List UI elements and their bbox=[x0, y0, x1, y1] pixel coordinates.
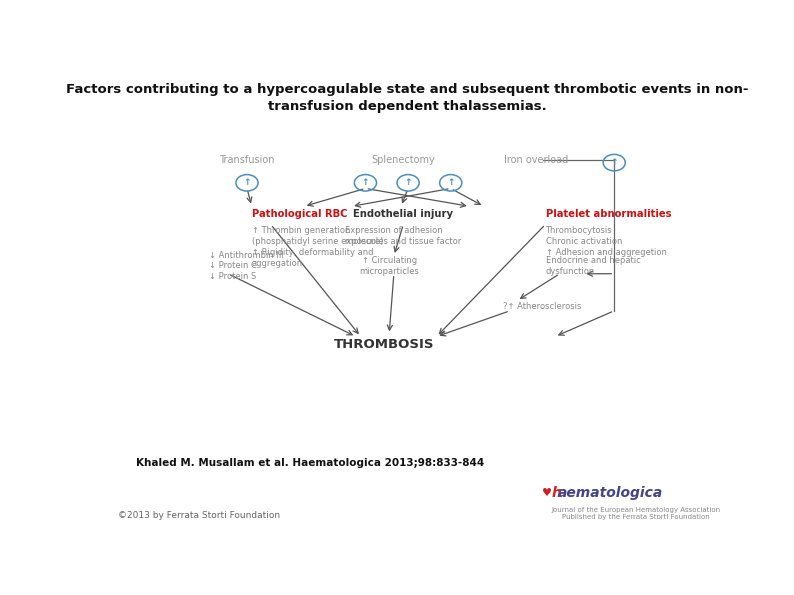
Text: ?↑ Atherosclerosis: ?↑ Atherosclerosis bbox=[503, 302, 581, 311]
Text: Factors contributing to a hypercoagulable state and subsequent thrombotic events: Factors contributing to a hypercoagulabl… bbox=[66, 83, 748, 113]
Text: THROMBOSIS: THROMBOSIS bbox=[334, 338, 434, 351]
Text: ♥: ♥ bbox=[542, 488, 553, 498]
Text: ↑: ↑ bbox=[611, 158, 618, 167]
Text: Iron overload: Iron overload bbox=[504, 155, 569, 165]
Text: Pathological RBC: Pathological RBC bbox=[252, 209, 347, 219]
Text: ↓ Antithrombin III
↓ Protein C
↓ Protein S: ↓ Antithrombin III ↓ Protein C ↓ Protein… bbox=[209, 251, 284, 281]
Text: Endothelial injury: Endothelial injury bbox=[353, 209, 453, 219]
Text: Thrombocytosis
Chronic activation
↑ Adhesion and aggregetion: Thrombocytosis Chronic activation ↑ Adhe… bbox=[545, 226, 666, 257]
Text: Splenectomy: Splenectomy bbox=[372, 155, 435, 165]
Text: Khaled M. Musallam et al. Haematologica 2013;98:833-844: Khaled M. Musallam et al. Haematologica … bbox=[137, 458, 484, 468]
Text: Endocrine and hepatic
dysfunction: Endocrine and hepatic dysfunction bbox=[545, 256, 640, 275]
Text: Platelet abnormalities: Platelet abnormalities bbox=[545, 209, 671, 219]
Text: Transfusion: Transfusion bbox=[219, 155, 275, 165]
Text: ↑: ↑ bbox=[243, 178, 251, 187]
Text: ↑: ↑ bbox=[404, 178, 412, 187]
Text: ©2013 by Ferrata Storti Foundation: ©2013 by Ferrata Storti Foundation bbox=[118, 511, 279, 520]
Text: ↑ Thrombin generation
(phosphatidyl serine exposure)
↑ Rigidity, deformability a: ↑ Thrombin generation (phosphatidyl seri… bbox=[252, 226, 384, 268]
Text: ↑: ↑ bbox=[362, 178, 369, 187]
Text: aematologica: aematologica bbox=[557, 486, 663, 500]
Text: ↑ Circulating
microparticles: ↑ Circulating microparticles bbox=[359, 256, 419, 275]
Text: Expression of adhesion
molecules and tissue factor: Expression of adhesion molecules and tis… bbox=[345, 226, 461, 246]
Text: h: h bbox=[552, 486, 561, 500]
Text: Journal of the European Hematology Association
Published by the Ferrata Storti F: Journal of the European Hematology Assoc… bbox=[552, 507, 721, 520]
Text: ↑: ↑ bbox=[447, 178, 454, 187]
